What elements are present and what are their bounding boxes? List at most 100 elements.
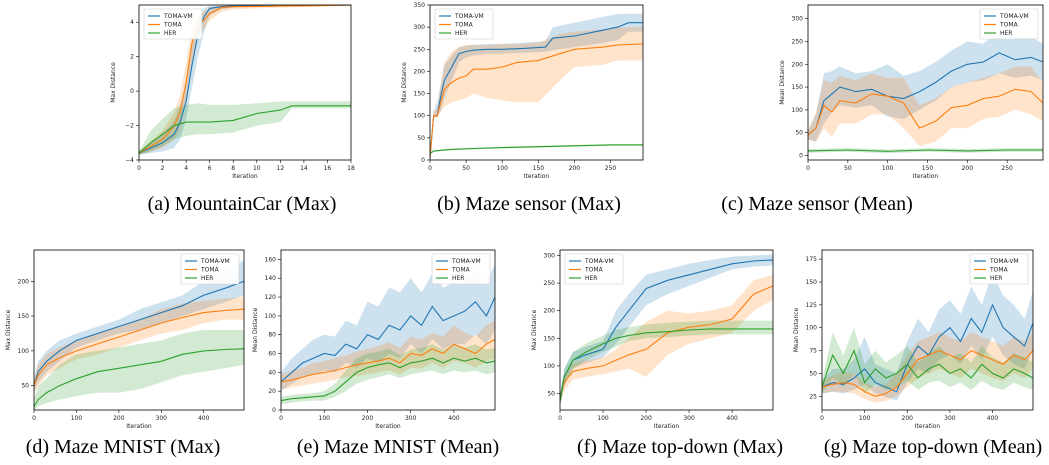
y-tick-label: 200	[792, 61, 804, 68]
y-axis-label: Max Distance	[110, 62, 117, 103]
x-tick-label: 2	[161, 165, 165, 172]
plot-area	[281, 264, 495, 405]
x-tick-label: 100	[71, 415, 83, 422]
confidence-band-her	[808, 148, 1043, 154]
legend-label-toma: TOMA	[200, 267, 220, 274]
legend-label-her: HER	[452, 275, 464, 282]
legend-label-toma-vm: TOMA-VM	[200, 258, 230, 265]
series-line-toma	[139, 5, 351, 154]
confidence-band-toma-vm	[34, 260, 244, 393]
x-tick-label: 100	[597, 415, 609, 422]
series-line-her	[822, 349, 1033, 388]
plot-frame	[807, 4, 1044, 161]
x-axis-label: Iteration	[524, 173, 550, 180]
legend-label-toma-vm: TOMA-VM	[989, 258, 1019, 265]
confidence-band-her	[34, 330, 244, 410]
x-tick-label: 0	[32, 415, 36, 422]
y-axis-label: Mean Distance	[779, 60, 786, 105]
y-tick-label: 175	[806, 256, 818, 263]
confidence-band-toma-vm	[430, 13, 643, 160]
x-tick-label: 300	[944, 415, 956, 422]
confidence-band-toma-vm	[808, 30, 1043, 142]
series-line-toma	[34, 308, 244, 386]
x-tick-label: 300	[405, 415, 417, 422]
y-tick-label: 0	[130, 88, 134, 95]
x-axis-label: Iteration	[654, 423, 680, 430]
x-tick-label: 0	[820, 415, 824, 422]
x-tick-label: 100	[496, 165, 508, 172]
x-axis-label: Iteration	[126, 423, 152, 430]
panel-caption: (a) MountainCar (Max)	[148, 193, 337, 215]
series-line-her	[34, 348, 244, 407]
y-tick-label: 25	[809, 393, 817, 400]
x-tick-label: 150	[533, 165, 545, 172]
y-tick-label: 100	[544, 363, 556, 370]
confidence-band-toma	[281, 320, 495, 390]
x-axis-label: Iteration	[913, 173, 939, 180]
panel-caption: (e) Maze MNIST (Mean)	[297, 436, 499, 458]
y-tick-label: 125	[806, 302, 818, 309]
series-line-toma-vm	[281, 296, 495, 383]
panel-caption: (f) Maze top-down (Max)	[577, 436, 783, 458]
plot-frame	[138, 4, 352, 161]
plot-area	[808, 30, 1043, 154]
x-tick-label: 400	[726, 415, 738, 422]
x-tick-label: 100	[319, 415, 331, 422]
y-tick-label: 150	[544, 335, 556, 342]
confidence-band-toma	[34, 296, 244, 393]
legend-label-her: HER	[164, 30, 176, 37]
series-line-her	[808, 149, 1043, 152]
series-line-toma	[560, 285, 773, 400]
series-line-her	[430, 144, 643, 154]
x-axis-label: Iteration	[915, 423, 941, 430]
x-tick-label: 200	[640, 415, 652, 422]
legend-label-toma: TOMA	[454, 22, 474, 29]
legend-label-her: HER	[455, 30, 467, 37]
y-tick-label: 2	[130, 54, 134, 61]
confidence-band-toma-vm	[281, 264, 495, 392]
y-axis-label: Max Distance	[401, 62, 408, 103]
x-tick-label: 200	[962, 165, 974, 172]
y-tick-label: 0	[799, 152, 803, 159]
y-tick-label: 50	[795, 130, 803, 137]
series-line-toma	[430, 43, 643, 158]
x-tick-label: 200	[902, 415, 914, 422]
legend-label-her: HER	[585, 275, 597, 282]
x-tick-label: 100	[882, 165, 894, 172]
plot-frame	[280, 249, 496, 411]
x-axis-label: Iteration	[232, 173, 258, 180]
chart-panel-3: 0 50 100 150 200 250 0 50 100 150 200 250 300 Iterati…	[721, 4, 1044, 215]
plot-area	[34, 260, 244, 410]
chart-panel-6: 0 100 200 300 40050100150200250300IterationM…	[531, 249, 783, 458]
series-line-her	[139, 105, 351, 154]
y-tick-label: 160	[265, 256, 277, 263]
legend-label-toma: TOMA	[451, 267, 471, 274]
confidence-band-her	[281, 344, 495, 405]
legend-label-toma-vm: TOMA-VM	[584, 258, 614, 265]
series-line-toma-vm	[808, 52, 1043, 136]
y-tick-label: 100	[806, 325, 818, 332]
y-tick-label: 250	[792, 38, 804, 45]
series-line-toma-vm	[34, 280, 244, 386]
confidence-band-her	[822, 327, 1033, 394]
confidence-band-her	[560, 320, 773, 408]
y-tick-label: 0	[272, 407, 276, 414]
x-tick-label: 0	[558, 415, 562, 422]
plot-area	[560, 254, 773, 408]
panel-caption: (g) Maze top-down (Mean)	[824, 436, 1042, 458]
legend-label-her: HER	[1000, 30, 1012, 37]
y-tick-label: 50	[21, 383, 29, 390]
chart-panel-1: 0 2 4 6 8 10 12 14 16 18 −4 −2 0 2 4 Iteration Max Dista…	[110, 4, 355, 215]
x-tick-label: 0	[137, 165, 141, 172]
y-tick-label: 300	[544, 253, 556, 260]
legend-label-toma: TOMA	[999, 22, 1019, 29]
y-tick-label: −2	[125, 123, 134, 130]
x-axis-label: Iteration	[375, 423, 401, 430]
y-tick-label: 300	[792, 16, 804, 23]
x-tick-label: 0	[428, 165, 432, 172]
